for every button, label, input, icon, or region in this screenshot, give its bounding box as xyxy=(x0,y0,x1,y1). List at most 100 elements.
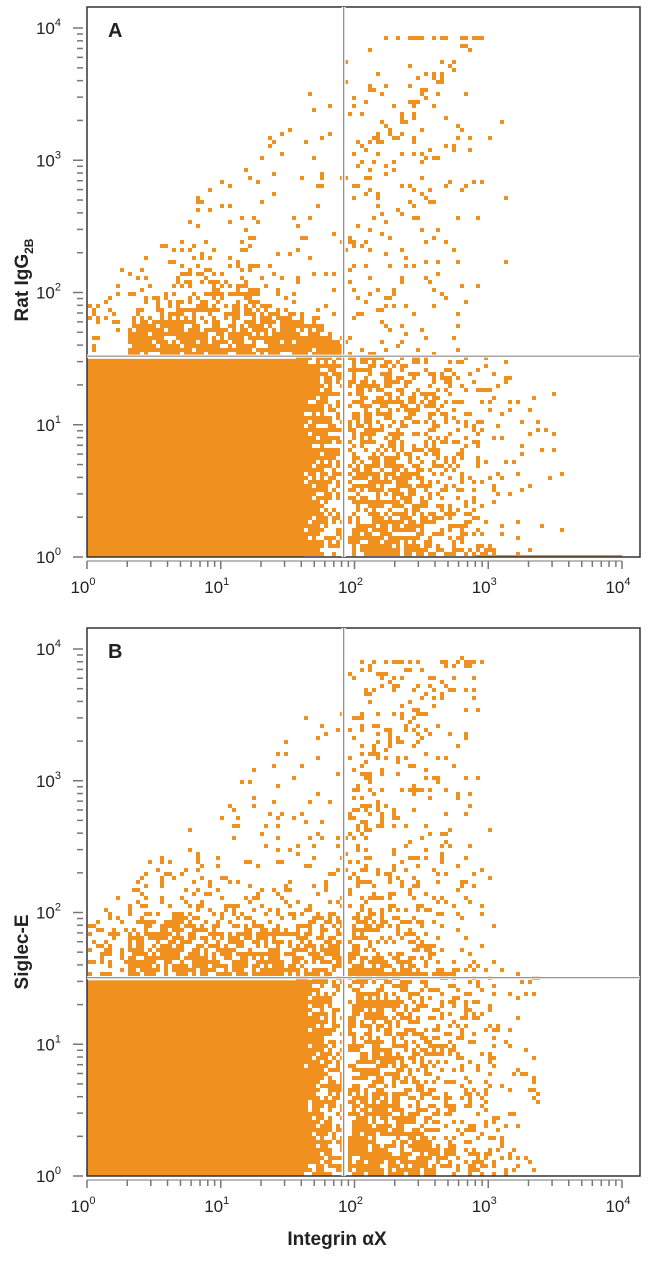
event-point xyxy=(296,412,300,416)
panel-label: A xyxy=(108,20,122,42)
event-point xyxy=(324,508,328,512)
event-point xyxy=(320,520,324,524)
event-point xyxy=(300,1020,304,1024)
event-point xyxy=(336,1008,340,1012)
event-point xyxy=(560,472,564,476)
event-point xyxy=(316,1100,320,1104)
event-point xyxy=(180,320,184,324)
event-point xyxy=(304,980,308,984)
event-point xyxy=(200,348,204,352)
event-point xyxy=(352,540,356,544)
event-point xyxy=(372,520,376,524)
event-point xyxy=(296,384,300,388)
event-point xyxy=(220,292,224,296)
event-point xyxy=(396,400,400,404)
event-point xyxy=(320,412,324,416)
event-point xyxy=(200,340,204,344)
event-point xyxy=(408,396,412,400)
event-point xyxy=(308,440,312,444)
event-point xyxy=(380,400,384,404)
event-point xyxy=(308,988,312,992)
event-point xyxy=(304,1040,308,1044)
event-point xyxy=(396,456,400,460)
event-point xyxy=(148,284,152,288)
event-point xyxy=(212,328,216,332)
event-point xyxy=(412,432,416,436)
event-point xyxy=(396,360,400,364)
event-point xyxy=(212,348,216,352)
event-point xyxy=(392,448,396,452)
event-point xyxy=(336,1064,340,1068)
event-point xyxy=(356,384,360,388)
event-point xyxy=(384,372,388,376)
event-point xyxy=(392,476,396,480)
event-point xyxy=(228,220,232,224)
event-point xyxy=(332,520,336,524)
event-point xyxy=(320,352,324,356)
event-point xyxy=(160,308,164,312)
event-point xyxy=(460,128,464,132)
event-point xyxy=(372,460,376,464)
event-point xyxy=(328,1124,332,1128)
event-point xyxy=(316,532,320,536)
event-point xyxy=(300,1032,304,1036)
event-point xyxy=(324,1100,328,1104)
event-point xyxy=(312,480,316,484)
event-point xyxy=(508,492,512,496)
event-point xyxy=(304,368,308,372)
event-point xyxy=(300,472,304,476)
event-point xyxy=(272,960,276,964)
event-point xyxy=(164,292,168,296)
event-point xyxy=(236,340,240,344)
event-point xyxy=(144,344,148,348)
event-point xyxy=(300,1088,304,1092)
event-point xyxy=(324,1000,328,1004)
event-point xyxy=(320,512,324,516)
event-point xyxy=(252,264,256,268)
event-point xyxy=(504,360,508,364)
event-point xyxy=(272,320,276,324)
event-point xyxy=(312,1080,316,1084)
event-point xyxy=(296,1128,300,1132)
event-point xyxy=(468,412,472,416)
event-point xyxy=(144,352,148,356)
event-point xyxy=(312,1104,316,1108)
event-point xyxy=(332,536,336,540)
event-point xyxy=(296,392,300,396)
event-point xyxy=(376,288,380,292)
event-point xyxy=(476,368,480,372)
event-point xyxy=(428,492,432,496)
x-tick-label: 102 xyxy=(338,576,363,597)
event-point xyxy=(296,280,300,284)
event-point xyxy=(156,320,160,324)
event-point xyxy=(280,320,284,324)
event-point xyxy=(192,308,196,312)
event-point xyxy=(420,520,424,524)
event-point xyxy=(436,396,440,400)
event-point xyxy=(180,248,184,252)
event-point xyxy=(424,484,428,488)
event-point xyxy=(368,428,372,432)
event-point xyxy=(332,1136,336,1140)
event-point xyxy=(188,280,192,284)
event-point xyxy=(456,524,460,528)
event-point xyxy=(324,340,328,344)
event-point xyxy=(284,316,288,320)
event-point xyxy=(296,980,300,984)
event-point xyxy=(304,544,308,548)
event-point xyxy=(456,376,460,380)
event-point xyxy=(416,408,420,412)
event-point xyxy=(160,324,164,328)
event-point xyxy=(396,436,400,440)
event-point xyxy=(352,552,356,556)
event-point xyxy=(332,1028,336,1032)
event-point xyxy=(180,972,184,976)
event-point xyxy=(316,496,320,500)
event-point xyxy=(452,540,456,544)
event-point xyxy=(348,464,352,468)
event-point xyxy=(536,428,540,432)
event-point xyxy=(316,400,320,404)
event-point xyxy=(284,340,288,344)
event-point xyxy=(344,248,348,252)
event-point xyxy=(412,356,416,360)
